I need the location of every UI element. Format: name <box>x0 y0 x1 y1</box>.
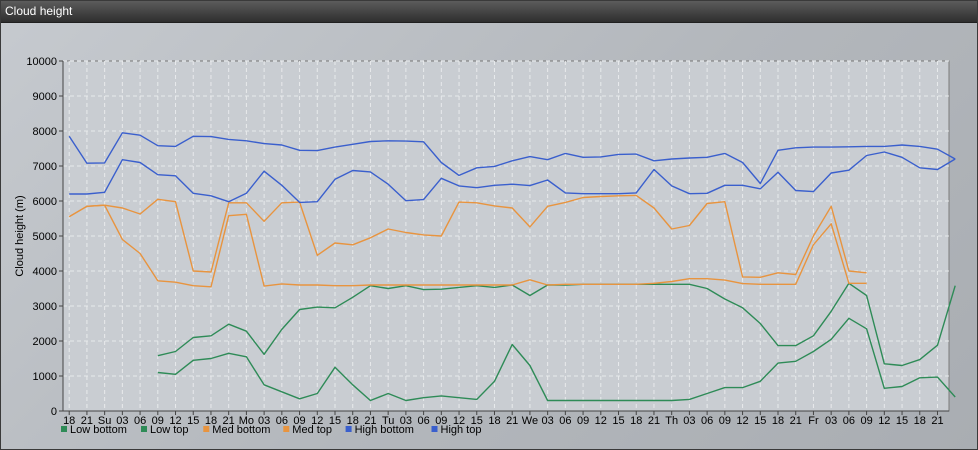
series-line-med-top <box>68 194 867 278</box>
legend-swatch <box>141 426 147 432</box>
y-tick-label: 0 <box>51 406 57 418</box>
legend-swatch <box>345 426 352 432</box>
x-tick-label: 21 <box>506 415 518 427</box>
title-bar: Cloud height <box>1 1 977 23</box>
x-tick-label: 15 <box>471 415 483 427</box>
legend-label: Low bottom <box>70 424 127 436</box>
x-tick-label: 09 <box>152 415 164 427</box>
x-tick-label: 09 <box>577 415 589 427</box>
x-tick-label: 09 <box>719 415 731 427</box>
legend-label: Med bottom <box>212 424 270 436</box>
x-tick-label: 21 <box>648 415 660 427</box>
x-tick-label: 21 <box>790 415 802 427</box>
legend-item-low-top: Low top <box>141 424 189 436</box>
x-tick-label: 09 <box>435 415 447 427</box>
y-tick-label: 9000 <box>33 91 57 103</box>
x-tick-label: 09 <box>860 415 872 427</box>
x-tick-label: 03 <box>258 415 270 427</box>
x-tick-label: 12 <box>736 415 748 427</box>
x-tick-label: 18 <box>630 415 642 427</box>
legend-item-med-top: Med top <box>283 424 332 436</box>
y-axis: 0 1000 2000 3000 4000 5000 6000 7000 8000 9000 100… <box>26 56 64 418</box>
x-tick-label: Th <box>665 415 678 427</box>
x-tick-label: 06 <box>701 415 713 427</box>
series-line-high-bottom <box>69 151 956 204</box>
x-tick-label: 18 <box>772 415 784 427</box>
window-title: Cloud height <box>5 4 73 18</box>
x-tick-label: 15 <box>329 415 341 427</box>
x-tick-label: 15 <box>612 415 624 427</box>
x-tick-label: 18 <box>63 415 75 427</box>
x-tick-label: 03 <box>825 415 837 427</box>
x-tick-label: 06 <box>276 415 288 427</box>
legend-label: Low top <box>150 424 189 436</box>
y-axis-label: Cloud height (m) <box>14 195 26 276</box>
x-tick-label: 03 <box>400 415 412 427</box>
y-tick-label: 2000 <box>33 336 57 348</box>
x-tick-label: 21 <box>364 415 376 427</box>
x-tick-label: 18 <box>205 415 217 427</box>
legend-swatch <box>283 426 290 432</box>
x-tick-label: 21 <box>81 415 93 427</box>
x-tick-label: 12 <box>169 415 181 427</box>
x-tick-label: 06 <box>134 415 146 427</box>
x-tick-label: 03 <box>542 415 554 427</box>
y-tick-label: 1000 <box>33 371 57 383</box>
x-tick-label: 09 <box>293 415 305 427</box>
x-tick-label: 15 <box>754 415 766 427</box>
y-tick-label: 7000 <box>33 161 57 173</box>
x-tick-label: 06 <box>843 415 855 427</box>
x-tick-label: 15 <box>896 415 908 427</box>
x-tick-label: Tu <box>382 415 394 427</box>
x-tick-label: 12 <box>453 415 465 427</box>
y-tick-label: 6000 <box>33 196 57 208</box>
x-tick-label: 21 <box>931 415 943 427</box>
y-tick-label: 4000 <box>33 266 57 278</box>
x-axis: 18 21 Su 03 06 09 12 15 18 21 Mo 03 06 09 12 15 18 21 Tu 03… <box>63 410 949 427</box>
legend-swatch <box>431 426 438 432</box>
x-tick-label: 06 <box>559 415 571 427</box>
x-tick-label: 12 <box>311 415 323 427</box>
series-line-med-bottom <box>68 204 867 288</box>
legend-swatch <box>61 426 67 432</box>
legend-item-high-bottom: High bottom <box>345 424 414 436</box>
x-tick-label: 12 <box>595 415 607 427</box>
x-tick-label: 06 <box>417 415 429 427</box>
x-tick-label: 18 <box>914 415 926 427</box>
legend-item-high-top: High top <box>431 424 482 436</box>
legend-item-low-bottom: Low bottom <box>61 424 127 436</box>
x-tick-label: We <box>522 415 538 427</box>
legend: Low bottom Low top Med bottom Med top High b… <box>61 424 481 436</box>
legend-label: High bottom <box>355 424 414 436</box>
y-tick-label: 10000 <box>26 56 57 68</box>
x-tick-label: Fr <box>808 415 819 427</box>
x-tick-label: Su <box>98 415 111 427</box>
series-lines <box>68 132 956 402</box>
x-tick-label: 03 <box>116 415 128 427</box>
y-tick-label: 3000 <box>33 301 57 313</box>
legend-label: High top <box>441 424 482 436</box>
y-tick-label: 8000 <box>33 126 57 138</box>
x-tick-label: Mo <box>239 415 254 427</box>
x-tick-label: 12 <box>878 415 890 427</box>
cloud-height-chart: 0 1000 2000 3000 4000 5000 6000 7000 8000 9000 100… <box>14 56 956 436</box>
x-tick-label: 15 <box>187 415 199 427</box>
legend-item-med-bottom: Med bottom <box>203 424 270 436</box>
x-tick-label: 18 <box>488 415 500 427</box>
x-tick-label: 18 <box>347 415 359 427</box>
legend-swatch <box>203 426 210 432</box>
x-tick-label: 03 <box>683 415 695 427</box>
series-line-low-bottom <box>157 317 956 402</box>
x-tick-label: 21 <box>223 415 235 427</box>
legend-label: Med top <box>292 424 332 436</box>
y-tick-label: 5000 <box>33 231 57 243</box>
series-line-high-top <box>68 132 956 185</box>
